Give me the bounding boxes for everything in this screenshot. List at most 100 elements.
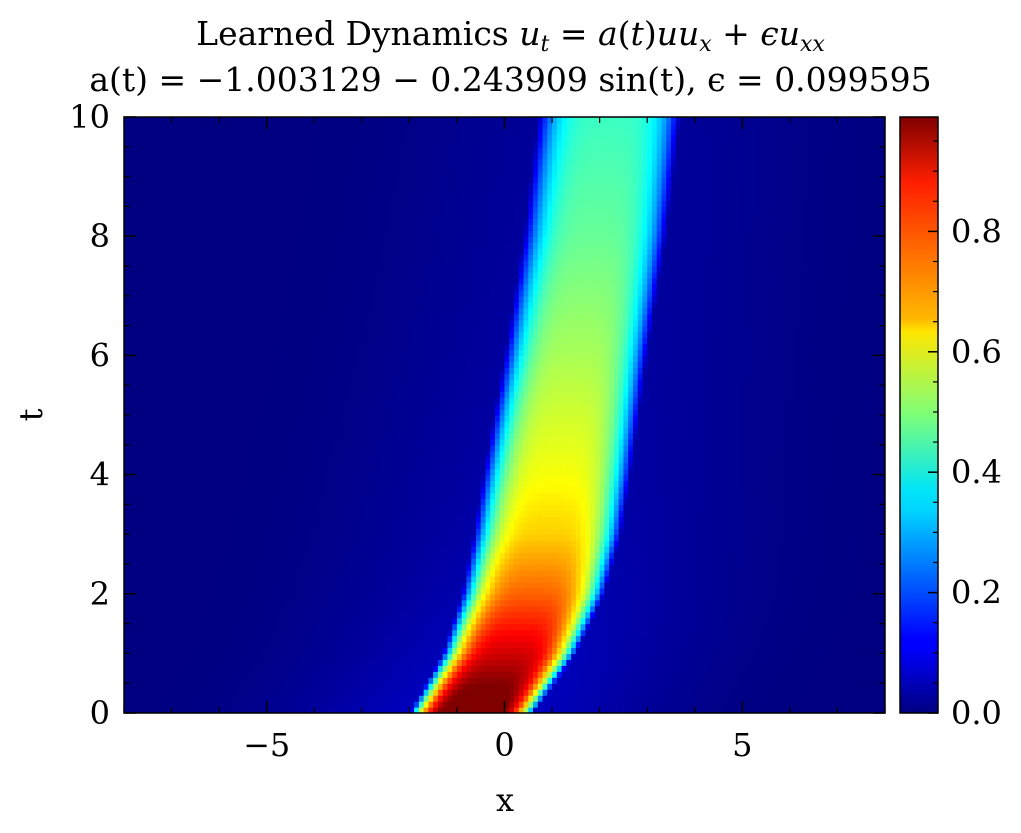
heatmap-cell [452, 677, 458, 684]
heatmap-cell [228, 575, 234, 583]
heatmap-cell [542, 552, 548, 559]
heatmap-cell [575, 701, 582, 708]
heatmap-cell [138, 546, 144, 553]
heatmap-cell [499, 569, 506, 577]
heatmap-cell [861, 575, 867, 583]
heatmap-cell [366, 701, 372, 708]
heatmap-cell [361, 629, 368, 637]
heatmap-cell [471, 677, 477, 684]
heatmap-cell [166, 635, 173, 643]
heatmap-cell [666, 623, 672, 631]
heatmap-cell [357, 671, 363, 678]
heatmap-cell [456, 546, 463, 553]
heatmap-cell [514, 605, 520, 613]
heatmap-cell [366, 558, 372, 565]
heatmap-cell [442, 569, 449, 577]
heatmap-cell [428, 575, 434, 583]
heatmap-cell [523, 623, 529, 631]
heatmap-cell [523, 629, 529, 637]
heatmap-cell [804, 683, 810, 690]
heatmap-cell [185, 707, 192, 713]
heatmap-cell [347, 701, 353, 708]
heatmap-cell [466, 534, 472, 541]
heatmap-cell [751, 689, 758, 696]
heatmap-cell [371, 641, 377, 649]
heatmap-cell [689, 552, 696, 559]
heatmap-cell [257, 605, 263, 613]
heatmap-cell [285, 540, 292, 547]
heatmap-cell [252, 647, 258, 654]
heatmap-cell [442, 605, 449, 613]
heatmap-cell [456, 564, 463, 571]
heatmap-cell [823, 599, 829, 607]
heatmap-cell [380, 677, 387, 684]
heatmap-cell [499, 629, 506, 637]
heatmap-cell [504, 552, 510, 559]
heatmap-cell [528, 605, 534, 613]
heatmap-cell [124, 665, 130, 672]
heatmap-cell [571, 540, 577, 547]
heatmap-cell [128, 665, 135, 672]
heatmap-cell [751, 552, 758, 559]
heatmap-cell [385, 653, 391, 660]
heatmap-cell [742, 599, 748, 607]
heatmap-cell [766, 683, 772, 690]
heatmap-cell [861, 552, 867, 559]
heatmap-cell [728, 564, 734, 571]
heatmap-cell [766, 677, 772, 684]
heatmap-cell [775, 534, 781, 541]
heatmap-cell [247, 611, 254, 619]
heatmap-cell [689, 671, 696, 678]
heatmap-cell [433, 611, 439, 619]
heatmap-cell [404, 701, 410, 708]
heatmap-cell [585, 581, 591, 589]
heatmap-cell [785, 558, 791, 565]
heatmap-cell [713, 546, 720, 553]
heatmap-cell [533, 581, 539, 589]
heatmap-cell [290, 575, 296, 583]
heatmap-cell [656, 611, 663, 619]
heatmap-cell [642, 546, 648, 553]
heatmap-cell [342, 575, 349, 583]
heatmap-cell [133, 641, 139, 649]
heatmap-cell [475, 587, 482, 595]
heatmap-cell [195, 641, 201, 649]
heatmap-cell [409, 593, 415, 601]
heatmap-cell [780, 701, 786, 708]
heatmap-cell [594, 564, 601, 571]
heatmap-cell [766, 558, 772, 565]
heatmap-cell [599, 552, 605, 559]
heatmap-cell [566, 707, 572, 713]
heatmap-cell [247, 522, 254, 529]
heatmap-cell [775, 611, 781, 619]
heatmap-cell [314, 605, 320, 613]
heatmap-cell [499, 647, 506, 654]
heatmap-cell [404, 540, 410, 547]
heatmap-cell [865, 611, 872, 619]
heatmap-cell [442, 534, 449, 541]
heatmap-cell [471, 569, 477, 577]
heatmap-cell [190, 540, 196, 547]
heatmap-cell [728, 617, 734, 625]
heatmap-cell [656, 647, 663, 654]
heatmap-cell [728, 534, 734, 541]
heatmap-cell [342, 581, 349, 589]
heatmap-cell [309, 677, 315, 684]
heatmap-cell [675, 575, 682, 583]
heatmap-cell [456, 569, 463, 577]
heatmap-cell [437, 647, 444, 654]
heatmap-cell [499, 581, 506, 589]
heatmap-cell [499, 635, 506, 643]
heatmap-cell [661, 707, 667, 713]
heatmap-cell [475, 641, 482, 649]
heatmap-cell [242, 540, 249, 547]
heatmap-cell [747, 677, 753, 684]
heatmap-cell [157, 629, 163, 637]
heatmap-cell [594, 665, 601, 672]
heatmap-cell [261, 569, 268, 577]
heatmap-cell [851, 707, 858, 713]
heatmap-cell [200, 695, 206, 702]
heatmap-cell [152, 546, 158, 553]
heatmap-cell [404, 671, 410, 678]
heatmap-cell [514, 611, 520, 619]
